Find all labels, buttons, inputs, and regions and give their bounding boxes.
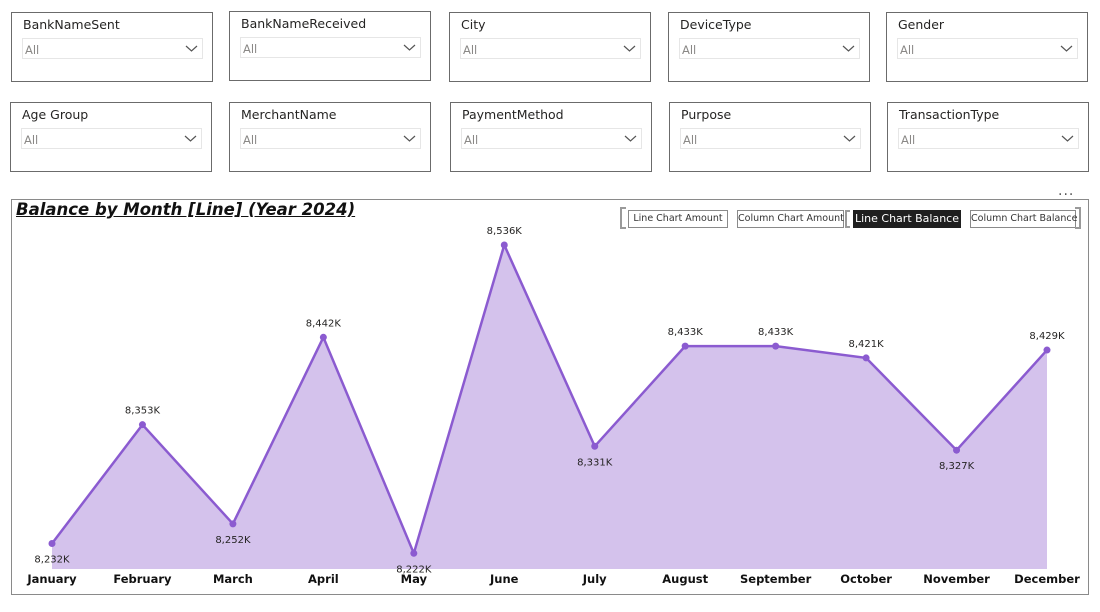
slicer-gender: Gender All bbox=[886, 12, 1088, 82]
more-options-icon[interactable]: ··· bbox=[1058, 187, 1075, 203]
chevron-down-icon bbox=[185, 45, 198, 52]
slicer-value: All bbox=[682, 43, 697, 57]
x-tick-label: September bbox=[740, 572, 812, 586]
slicer-title: City bbox=[461, 17, 486, 32]
chevron-down-icon bbox=[842, 45, 855, 52]
data-point[interactable] bbox=[681, 342, 689, 350]
slicer-dropdown[interactable]: All bbox=[898, 128, 1079, 149]
data-label: 8,429K bbox=[1029, 331, 1065, 342]
x-tick-label: October bbox=[840, 572, 892, 586]
slicer-title: BankNameSent bbox=[23, 17, 120, 32]
x-tick-label: June bbox=[489, 572, 519, 586]
data-label: 8,433K bbox=[758, 327, 794, 338]
x-tick-label: March bbox=[213, 572, 253, 586]
slicer-value: All bbox=[463, 43, 478, 57]
chevron-down-icon bbox=[843, 135, 856, 142]
slicer-title: MerchantName bbox=[241, 107, 337, 122]
x-tick-label: May bbox=[401, 572, 428, 586]
data-point[interactable] bbox=[772, 342, 780, 350]
data-label: 8,353K bbox=[125, 406, 161, 417]
data-label: 8,232K bbox=[34, 554, 70, 565]
data-point[interactable] bbox=[1043, 346, 1051, 354]
bracket-right bbox=[1075, 207, 1081, 229]
x-tick-label: February bbox=[113, 572, 172, 586]
slicer-title: TransactionType bbox=[899, 107, 1000, 122]
data-label: 8,331K bbox=[577, 457, 613, 468]
data-point[interactable] bbox=[229, 520, 237, 528]
slicer-title: DeviceType bbox=[680, 17, 752, 32]
slicer-value: All bbox=[464, 133, 479, 147]
slicer-merchantname: MerchantName All bbox=[229, 102, 431, 172]
slicer-value: All bbox=[24, 133, 39, 147]
data-point[interactable] bbox=[410, 549, 418, 557]
data-point[interactable] bbox=[138, 421, 146, 429]
data-label: 8,536K bbox=[487, 226, 523, 237]
slicer-title: PaymentMethod bbox=[462, 107, 564, 122]
x-tick-label: December bbox=[1014, 572, 1080, 586]
slicer-value: All bbox=[900, 43, 915, 57]
data-label: 8,327K bbox=[939, 461, 975, 472]
slicer-value: All bbox=[243, 133, 258, 147]
slicer-purpose: Purpose All bbox=[669, 102, 871, 172]
slicer-dropdown[interactable]: All bbox=[679, 38, 860, 59]
slicer-dropdown[interactable]: All bbox=[240, 37, 421, 58]
slicer-dropdown[interactable]: All bbox=[240, 128, 421, 149]
chevron-down-icon bbox=[624, 135, 637, 142]
slicer-title: Purpose bbox=[681, 107, 732, 122]
data-point[interactable] bbox=[591, 442, 599, 450]
slicer-value: All bbox=[683, 133, 698, 147]
x-tick-label: April bbox=[308, 572, 339, 586]
data-label: 8,222K bbox=[396, 564, 432, 575]
slicer-dropdown[interactable]: All bbox=[897, 38, 1078, 59]
data-label: 8,252K bbox=[215, 535, 251, 546]
slicer-value: All bbox=[243, 42, 258, 56]
series-line bbox=[51, 241, 1048, 558]
column-chart-balance-button[interactable]: Column Chart Balance bbox=[970, 210, 1077, 228]
slicer-banknamereceived: BankNameReceived All bbox=[229, 11, 431, 81]
slicer-title: BankNameReceived bbox=[241, 16, 367, 31]
data-point[interactable] bbox=[48, 539, 56, 547]
chevron-down-icon bbox=[1061, 135, 1074, 142]
x-tick-label: August bbox=[662, 572, 708, 586]
x-tick-label: July bbox=[582, 572, 607, 586]
chevron-down-icon bbox=[184, 135, 197, 142]
data-label: 8,421K bbox=[848, 339, 884, 350]
slicer-age-group: Age Group All bbox=[10, 102, 212, 172]
x-tick-label: January bbox=[26, 572, 77, 586]
slicer-dropdown[interactable]: All bbox=[460, 38, 641, 59]
line-chart-balance-button[interactable]: Line Chart Balance bbox=[853, 210, 961, 228]
slicer-city: City All bbox=[449, 12, 651, 82]
slicer-value: All bbox=[901, 133, 916, 147]
area-fill bbox=[52, 245, 1047, 569]
chevron-down-icon bbox=[1060, 45, 1073, 52]
slicer-dropdown[interactable]: All bbox=[680, 128, 861, 149]
column-chart-amount-button[interactable]: Column Chart Amount bbox=[737, 210, 844, 228]
chart-title: Balance by Month [Line] (Year 2024) bbox=[16, 200, 356, 219]
data-label: 8,442K bbox=[306, 318, 342, 329]
chevron-down-icon bbox=[623, 45, 636, 52]
chevron-down-icon bbox=[403, 135, 416, 142]
slicer-dropdown[interactable]: All bbox=[461, 128, 642, 149]
slicer-value: All bbox=[25, 43, 40, 57]
slicer-transactiontype: TransactionType All bbox=[887, 102, 1089, 172]
chevron-down-icon bbox=[403, 44, 416, 51]
data-label: 8,433K bbox=[668, 327, 704, 338]
slicer-dropdown[interactable]: All bbox=[21, 128, 202, 149]
slicer-banknamesent: BankNameSent All bbox=[11, 12, 213, 82]
slicer-title: Gender bbox=[898, 17, 945, 32]
chart-switcher: Line Chart Amount Column Chart Amount Li… bbox=[620, 207, 1081, 231]
slicer-devicetype: DeviceType All bbox=[668, 12, 870, 82]
line-chart-amount-button[interactable]: Line Chart Amount bbox=[628, 210, 728, 228]
x-tick-label: November bbox=[923, 572, 990, 586]
bracket-left bbox=[620, 207, 626, 229]
slicer-paymentmethod: PaymentMethod All bbox=[450, 102, 652, 172]
bracket-mid bbox=[845, 210, 850, 228]
data-point[interactable] bbox=[500, 241, 508, 249]
data-point[interactable] bbox=[953, 446, 961, 454]
data-point[interactable] bbox=[862, 354, 870, 362]
slicer-dropdown[interactable]: All bbox=[22, 38, 203, 59]
slicer-title: Age Group bbox=[22, 107, 89, 122]
data-point[interactable] bbox=[319, 333, 327, 341]
